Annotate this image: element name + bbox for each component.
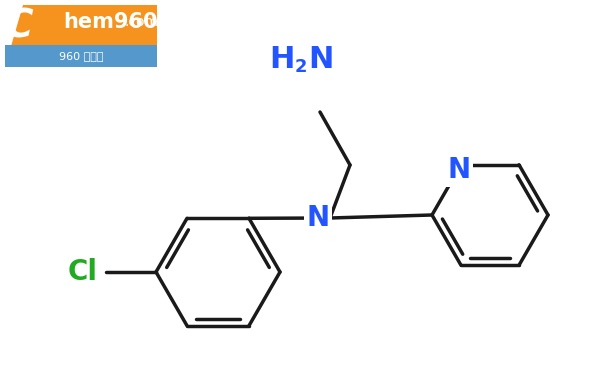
Text: hem960: hem960: [63, 12, 157, 32]
Text: 960 化工网: 960 化工网: [59, 51, 103, 61]
Text: H: H: [270, 45, 295, 75]
Text: .com: .com: [125, 15, 159, 29]
Text: N: N: [307, 204, 330, 232]
Text: N: N: [448, 156, 471, 184]
Text: Cl: Cl: [68, 258, 98, 286]
Text: N: N: [308, 45, 333, 75]
Polygon shape: [5, 45, 157, 67]
Polygon shape: [5, 5, 157, 67]
Text: C: C: [5, 7, 33, 45]
Text: 2: 2: [295, 58, 307, 76]
